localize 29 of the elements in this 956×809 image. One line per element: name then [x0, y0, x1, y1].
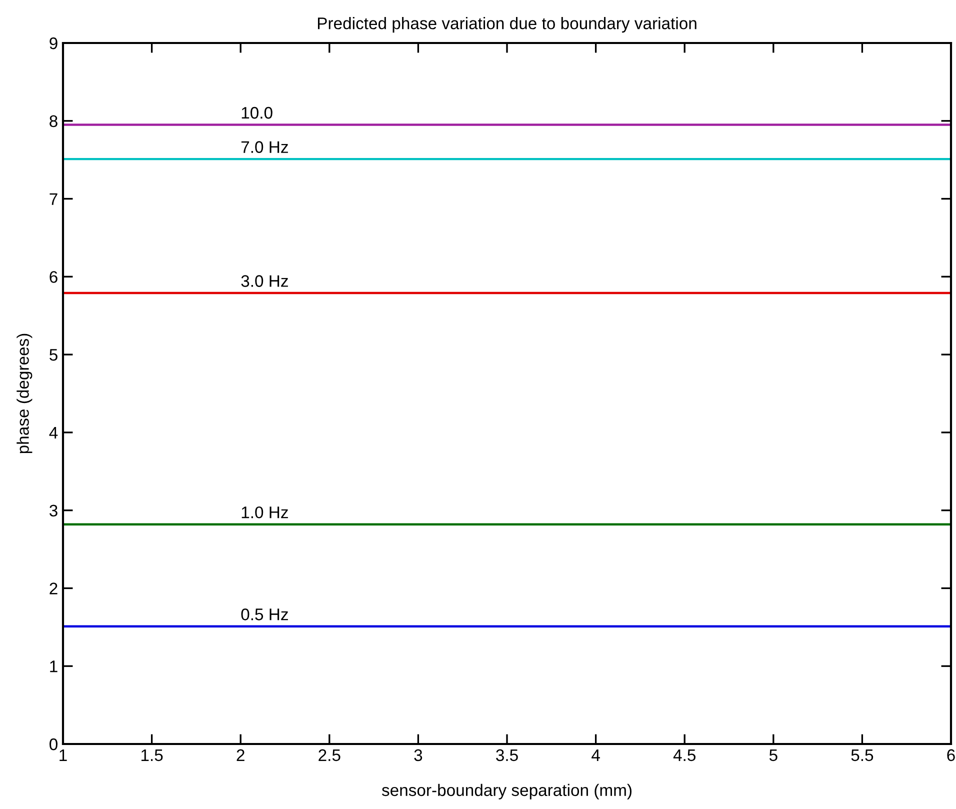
x-tick-label: 5.5 — [851, 749, 874, 762]
x-tick-label: 3 — [414, 749, 422, 762]
y-tick-label: 3 — [50, 504, 58, 517]
x-tick-label: 4 — [592, 749, 600, 761]
y-tick-label: 9 — [50, 37, 58, 50]
y-tick-label: 8 — [50, 115, 58, 128]
chart-title: Predicted phase variation due to boundary variation — [318, 17, 696, 33]
series-label: 10.0 — [242, 106, 272, 119]
x-tick-label: 2 — [236, 749, 244, 761]
x-axis-title: sensor-boundary separation (mm) — [382, 784, 632, 800]
y-axis-title: phase (degrees) — [16, 334, 32, 454]
x-tick-label: 6 — [947, 749, 955, 762]
series-label: 7.0 Hz — [241, 141, 288, 153]
y-tick-label: 2 — [50, 582, 58, 594]
y-tick-label: 6 — [50, 271, 58, 283]
x-tick-label: 3.5 — [496, 749, 518, 762]
y-tick-label: 5 — [50, 349, 58, 361]
x-tick-label: 4.5 — [673, 749, 696, 762]
y-tick-label: 0 — [50, 738, 58, 750]
series-label: 1.0 Hz — [242, 506, 288, 518]
y-tick-label: 4 — [49, 427, 58, 438]
series-label: 0.5 Hz — [241, 608, 288, 620]
x-tick-label: 1.5 — [141, 749, 163, 762]
series-label: 3.0 Hz — [241, 275, 288, 287]
x-tick-label: 5 — [769, 749, 778, 762]
y-tick-label: 7 — [50, 193, 58, 205]
x-tick-label: 2.5 — [318, 749, 340, 762]
x-tick-label: 1 — [60, 749, 67, 761]
y-tick-label: 1 — [50, 660, 58, 672]
